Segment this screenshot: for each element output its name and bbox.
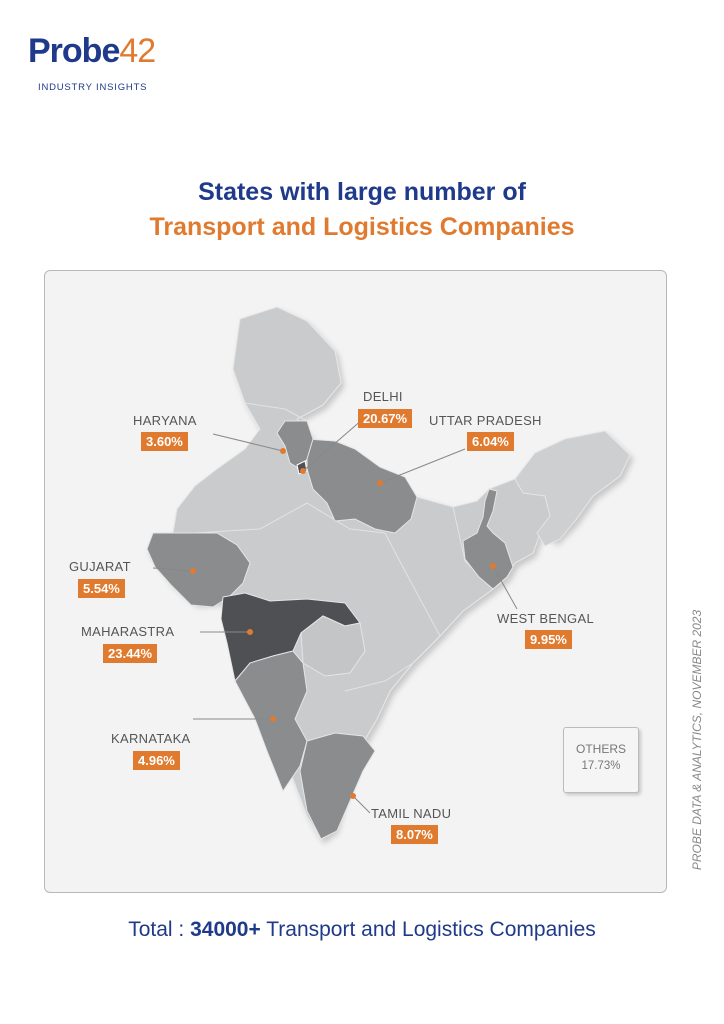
- label-karnataka: KARNATAKA: [111, 731, 191, 746]
- value-delhi: 20.67%: [358, 409, 413, 428]
- value-karnataka: 4.96%: [133, 751, 180, 770]
- label-uttar-pradesh: UTTAR PRADESH: [429, 413, 542, 428]
- state-tamil-nadu: [299, 732, 376, 840]
- state-markers: [190, 448, 496, 799]
- leader-lines: [152, 418, 518, 814]
- label-delhi: DELHI: [363, 389, 403, 404]
- marker-haryana: [280, 448, 286, 454]
- others-label: OTHERS: [575, 742, 626, 756]
- others-value: 17.73%: [581, 760, 621, 772]
- label-west-bengal: WEST BENGAL: [497, 611, 594, 626]
- map-panel: HARYANA 3.60% DELHI 20.67% UTTAR PRADESH…: [44, 270, 667, 893]
- north-east-region: [514, 430, 631, 547]
- marker-maharastra: [247, 629, 253, 635]
- total-companies: Total : 34000+ Transport and Logistics C…: [128, 918, 596, 941]
- marker-karnataka: [270, 716, 276, 722]
- state-west-bengal: [462, 488, 514, 590]
- label-tamil-nadu: TAMIL NADU: [371, 806, 452, 821]
- value-haryana: 3.60%: [141, 432, 188, 451]
- value-uttar-pradesh: 6.04%: [467, 432, 514, 451]
- marker-tamil-nadu: [350, 793, 356, 799]
- state-uttar-pradesh: [306, 438, 418, 534]
- marker-gujarat: [190, 568, 196, 574]
- india-map: [146, 306, 631, 840]
- others-box: OTHERS 17.73%: [563, 727, 639, 793]
- value-maharastra: 23.44%: [103, 644, 158, 663]
- source-note: PROBE DATA & ANALYTICS, NOVEMBER 2023: [690, 609, 704, 871]
- value-tamil-nadu: 8.07%: [391, 825, 438, 844]
- state-gujarat: [146, 532, 251, 608]
- label-haryana: HARYANA: [133, 413, 197, 428]
- marker-west-bengal: [490, 563, 496, 569]
- label-maharastra: MAHARASTRA: [81, 624, 175, 639]
- logo-wordmark: Probe42: [28, 32, 156, 70]
- page-title-line1: States with large number of: [198, 178, 526, 206]
- page-title-line2: Transport and Logistics Companies: [149, 213, 575, 241]
- state-telangana: [300, 615, 366, 677]
- marker-delhi: [300, 468, 306, 474]
- logo-tagline: INDUSTRY INSIGHTS: [38, 82, 148, 93]
- value-gujarat: 5.54%: [78, 579, 125, 598]
- label-gujarat: GUJARAT: [69, 559, 131, 574]
- marker-uttar-pradesh: [377, 480, 383, 486]
- value-west-bengal: 9.95%: [525, 630, 572, 649]
- probe42-logo: Probe42 INDUSTRY INSIGHTS: [28, 32, 168, 94]
